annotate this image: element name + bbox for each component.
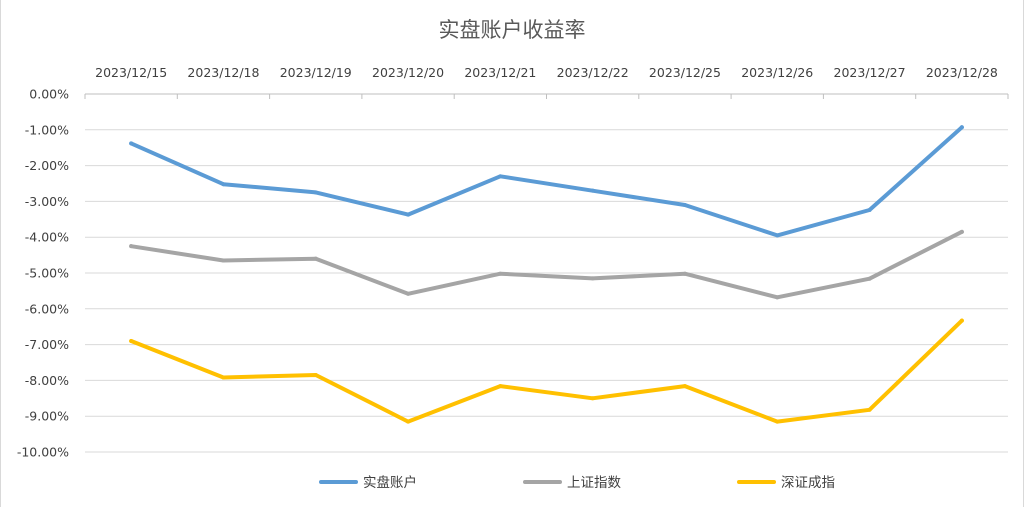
x-tick-label: 2023/12/20 — [372, 65, 444, 80]
y-tick-label: -3.00% — [25, 194, 69, 209]
y-tick-label: -7.00% — [25, 337, 69, 352]
data-point — [867, 207, 872, 212]
data-point — [498, 174, 503, 179]
x-tick-label: 2023/12/15 — [95, 65, 167, 80]
data-point — [498, 384, 503, 389]
y-tick-label: -10.00% — [17, 445, 69, 460]
data-point — [221, 375, 226, 380]
data-point — [313, 190, 318, 195]
y-tick-label: -2.00% — [25, 158, 69, 173]
data-point — [406, 212, 411, 217]
data-point — [406, 419, 411, 424]
data-point — [775, 295, 780, 300]
data-point — [775, 233, 780, 238]
series-line-3 — [129, 318, 964, 424]
data-point — [867, 407, 872, 412]
y-tick-label: -5.00% — [25, 266, 69, 281]
data-point — [590, 396, 595, 401]
data-point — [682, 202, 687, 207]
series-line-2 — [129, 229, 964, 300]
series-layer — [129, 125, 964, 424]
x-tick-label: 2023/12/21 — [464, 65, 536, 80]
data-point — [959, 229, 964, 234]
legend-label: 上证指数 — [567, 475, 621, 491]
chart-title: 实盘账户收益率 — [439, 18, 586, 42]
data-point — [775, 419, 780, 424]
data-point — [221, 258, 226, 263]
y-tick-label: -4.00% — [25, 230, 69, 245]
data-point — [959, 318, 964, 323]
data-point — [221, 182, 226, 187]
legend: 实盘账户 上证指数 深证成指 — [319, 474, 835, 491]
legend-label: 实盘账户 — [363, 474, 417, 491]
data-point — [313, 256, 318, 261]
x-tick-label: 2023/12/19 — [280, 65, 352, 80]
x-tick-label: 2023/12/27 — [834, 65, 906, 80]
x-tick-label: 2023/12/26 — [741, 65, 813, 80]
y-tick-label: -6.00% — [25, 301, 69, 316]
grid-layer — [84, 93, 1009, 453]
y-tick-label: -8.00% — [25, 373, 69, 388]
data-point — [682, 384, 687, 389]
x-tick-label: 2023/12/22 — [557, 65, 629, 80]
y-tick-label: -9.00% — [25, 409, 69, 424]
data-point — [129, 339, 134, 344]
data-point — [129, 244, 134, 249]
y-tick-label: -1.00% — [25, 122, 69, 137]
x-tick-label: 2023/12/25 — [649, 65, 721, 80]
data-point — [406, 291, 411, 296]
y-tick-label: 0.00% — [29, 87, 69, 102]
data-point — [498, 271, 503, 276]
data-point — [129, 141, 134, 146]
series-line-1 — [129, 125, 964, 238]
legend-label: 深证成指 — [781, 475, 835, 491]
x-tick-labels: 2023/12/15 2023/12/18 2023/12/19 2023/12/20… — [95, 65, 998, 80]
y-tick-labels: 0.00% -1.00% -2.00% -3.00% -4.00% -5.00% -6.00… — [17, 87, 69, 460]
data-point — [959, 125, 964, 130]
x-tick-label: 2023/12/18 — [187, 65, 259, 80]
data-point — [590, 188, 595, 193]
data-point — [682, 271, 687, 276]
x-tick-label: 2023/12/28 — [926, 65, 998, 80]
data-point — [867, 276, 872, 281]
data-point — [590, 276, 595, 281]
data-point — [313, 373, 318, 378]
